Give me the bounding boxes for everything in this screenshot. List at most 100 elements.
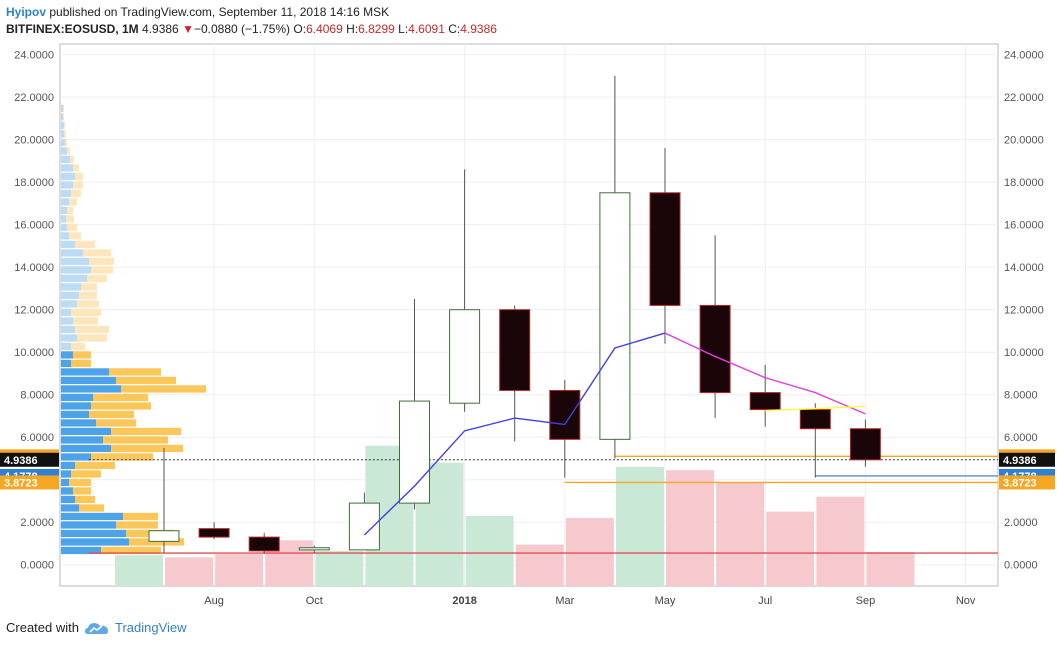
candle-body [499,309,531,391]
profile-bar-blue [61,249,83,257]
profile-bar-blue [61,198,69,206]
price-chart[interactable]: 0.00000.00002.00002.00004.00004.00006.00… [0,40,1057,610]
profile-bar-blue [61,240,75,249]
profile-bar-blue [61,266,91,274]
profile-bar-orange [91,266,113,274]
candles [148,75,881,555]
x-tick-label: Aug [204,595,224,607]
profile-bar-orange [71,470,101,478]
profile-bar-blue [61,368,109,376]
profile-bar-blue [61,164,73,172]
profile-bar-orange [71,308,101,317]
publish-line: Hyipov published on TradingView.com, Sep… [6,4,1046,21]
tradingview-cloud-icon[interactable] [84,621,109,635]
profile-bar-blue [61,181,73,189]
profile-bar-blue [61,232,69,240]
profile-bar-blue [61,393,93,402]
price-tag-right: 3.8723 [999,475,1055,490]
y-tick-label-right: 6.0000 [1004,432,1038,444]
profile-bar-orange [63,104,64,113]
profile-bar-orange [101,546,161,555]
profile-bar-blue [61,444,111,453]
ma-line-yellow [765,405,866,412]
y-tick-label-right: 20.0000 [1004,135,1044,147]
y-tick-label-left: 20.0000 [14,135,54,147]
y-tick-label-right: 10.0000 [1004,347,1044,359]
profile-bar-blue [61,495,75,504]
y-tick-label-right: 8.0000 [1004,390,1038,402]
ohlc-open-value: 6.4069 [306,22,343,36]
profile-bar-blue [61,317,73,325]
y-tick-label-right: 16.0000 [1004,220,1044,232]
ohlc-close-value: 4.9386 [460,22,497,36]
profile-bar-orange [73,181,83,189]
ohlc-high-value: 6.8299 [358,22,395,36]
volume-bar [315,550,364,586]
profile-bar-orange [71,342,85,351]
y-tick-label-left: 10.0000 [14,347,54,359]
volume-bar [615,466,664,586]
x-tick-label: Jul [758,595,772,607]
y-tick-label-right: 12.0000 [1004,305,1044,317]
volume-bar [165,557,214,586]
profile-bar-blue [61,419,96,427]
x-tick-label: Sep [856,595,876,607]
price-tag-bg [0,475,59,490]
volume-bar [666,470,715,586]
profile-bar-orange [116,376,176,385]
profile-bar-orange [73,164,79,172]
candle-body [699,304,731,394]
y-tick-label-left: 22.0000 [14,92,54,104]
profile-bar-blue [61,351,73,359]
profile-bar-orange [75,495,95,504]
profile-bar-blue [61,342,71,351]
publish-info: published on TradingView.com, September … [49,5,390,19]
profile-bar-blue [61,512,123,521]
y-tick-label-left: 6.0000 [20,432,54,444]
profile-bar-orange [70,155,74,164]
profile-bar-orange [64,121,65,130]
profile-bar-blue [61,113,63,121]
profile-bar-orange [96,419,136,427]
chart-area[interactable]: 0.00000.00002.00002.00004.00004.00006.00… [0,40,1057,610]
profile-bar-blue [61,138,65,147]
profile-bar-blue [61,436,103,444]
created-with-label: Created with [6,620,79,635]
x-tick-label: Oct [306,595,323,607]
profile-bar-orange [64,130,66,138]
profile-bar-blue [61,478,69,487]
profile-bar-blue [61,461,75,470]
ma-line-blue [363,332,666,536]
price-tag-label: 4.9386 [4,455,38,467]
price-tag-bg [0,452,59,467]
profile-bar-blue [61,325,75,334]
y-tick-label-left: 2.0000 [20,517,54,529]
price-tag-left: 3.8723 [0,475,59,490]
volume-bar [215,554,264,586]
y-tick-label-right: 2.0000 [1004,517,1038,529]
x-tick-label: Nov [956,595,976,607]
symbol-line: BITFINEX:EOSUSD, 1M 4.9386 ▼−0.0880 (−1.… [6,21,1046,38]
volume-bar [465,515,514,586]
profile-bar-blue [61,487,73,495]
profile-bar-blue [61,334,77,342]
profile-bar-orange [111,427,181,436]
profile-bar-orange [79,291,97,300]
profile-bar-orange [116,521,158,529]
x-tick-label: 2018 [452,595,476,607]
profile-bar-orange [67,206,73,215]
profile-bar-orange [71,359,91,368]
profile-bar-blue [61,504,79,512]
volume-bar [816,496,865,586]
profile-bar-orange [73,487,91,495]
tradingview-brand-link[interactable]: TradingView [114,620,187,635]
volume-profile [61,104,206,555]
profile-bar-blue [61,402,91,410]
volume-bar [766,511,815,586]
profile-bar-orange [89,410,134,419]
profile-bar-orange [83,249,111,257]
profile-bar-blue [61,121,64,130]
profile-bar-orange [103,436,168,444]
author-link[interactable]: Hyipov [6,5,47,19]
profile-bar-orange [69,198,77,206]
